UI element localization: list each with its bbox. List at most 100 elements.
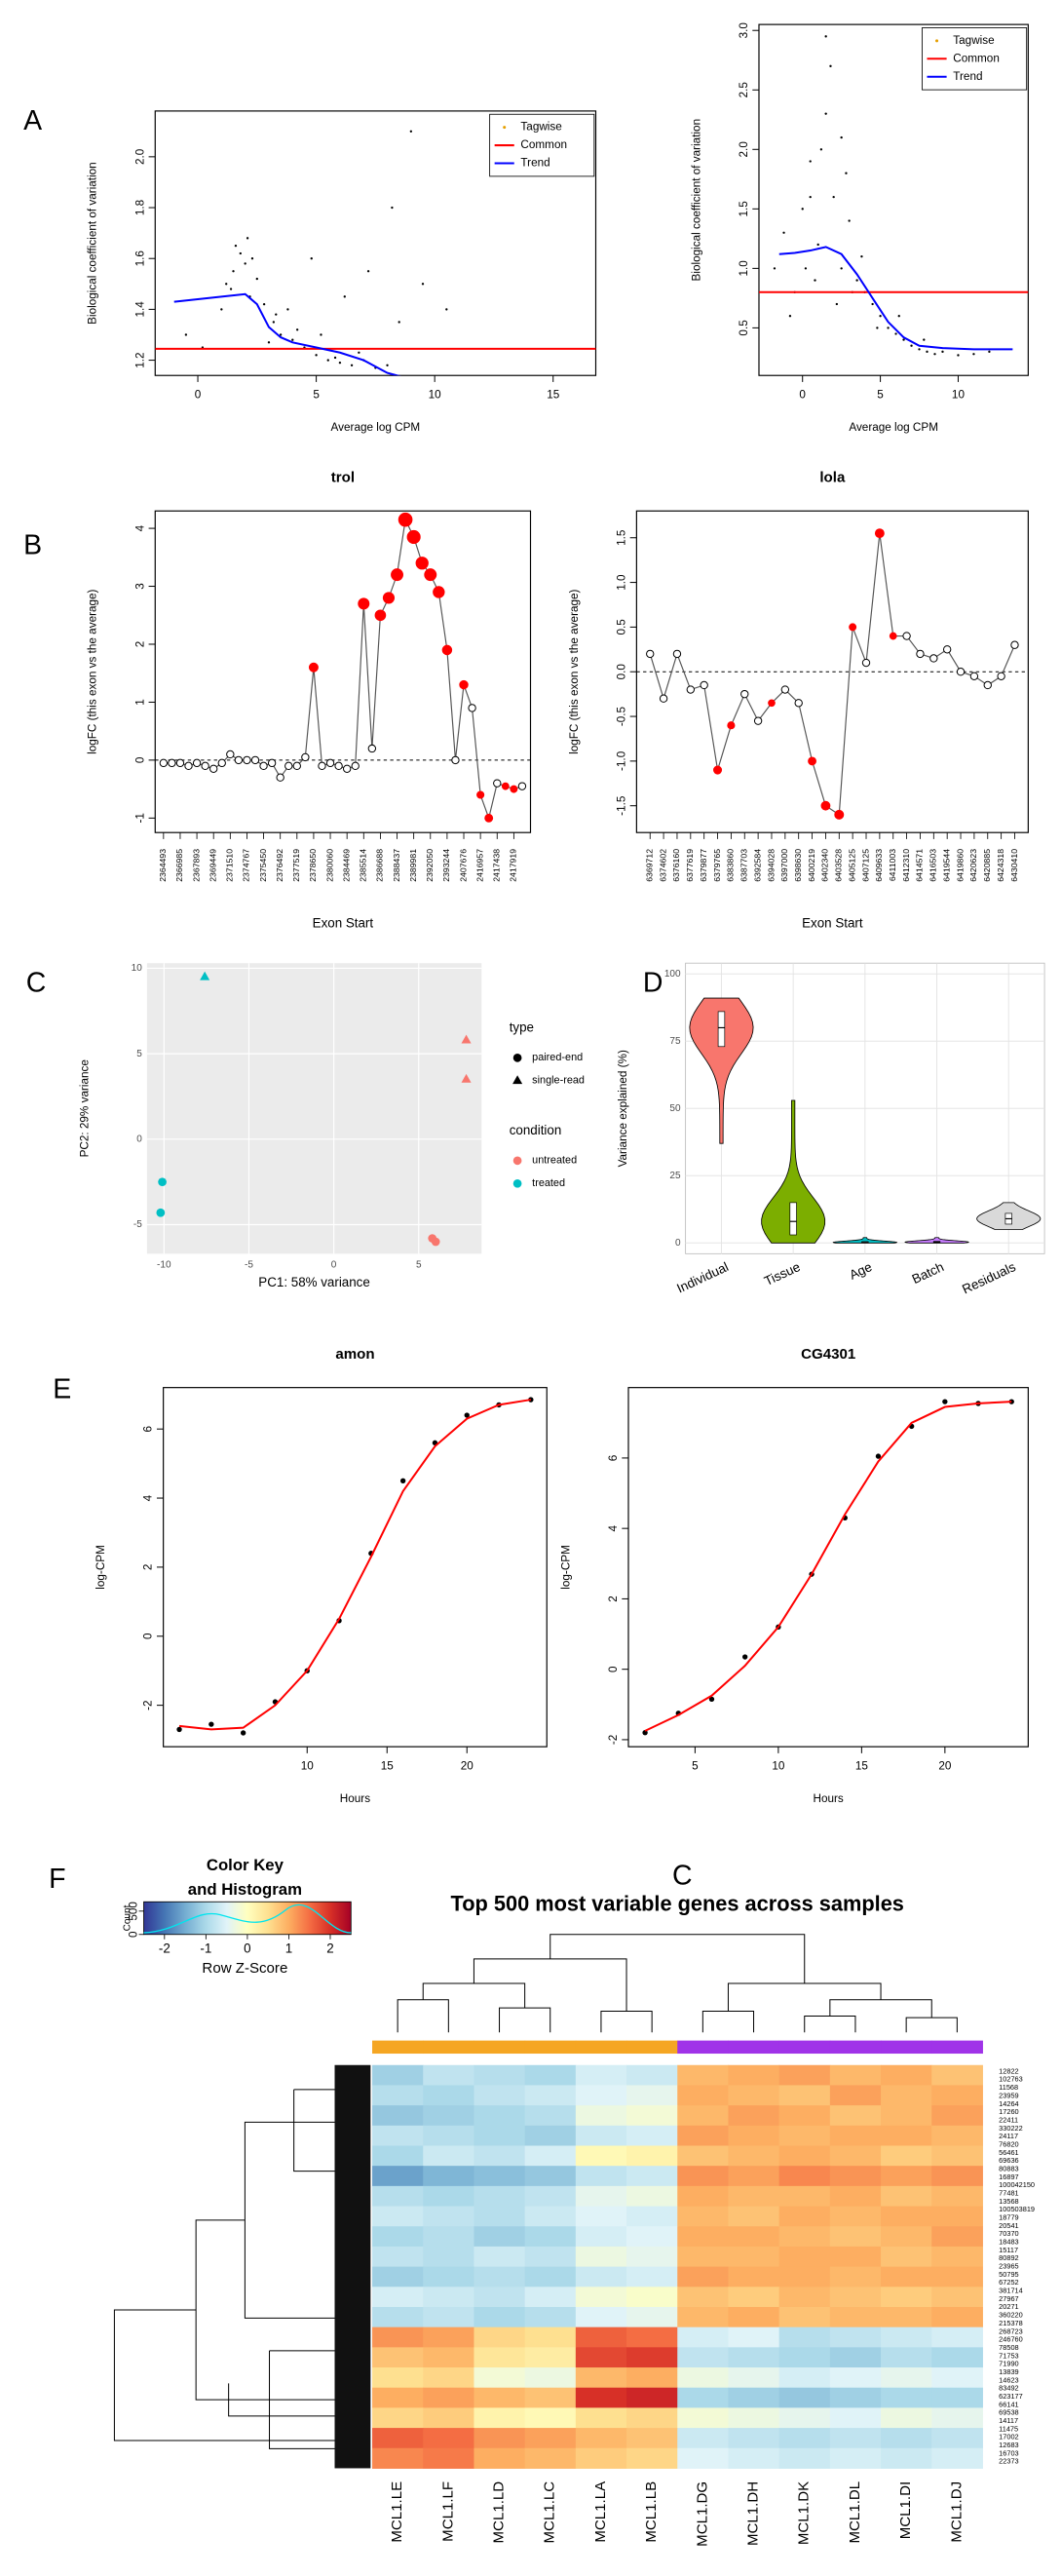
exon-point	[484, 813, 494, 823]
point	[879, 315, 882, 318]
point	[840, 267, 843, 270]
legend-label: Trend	[953, 70, 982, 83]
row-label: 12822	[999, 2066, 1018, 2075]
x-tick-label: 6411003	[888, 849, 897, 881]
heatmap-cell	[931, 2064, 983, 2086]
chart-title: Top 500 most variable genes across sampl…	[451, 1891, 904, 1915]
y-axis-label: PC2: 29% variance	[78, 1059, 91, 1157]
exon-point	[358, 597, 370, 610]
x-tick-label: 6387703	[739, 849, 749, 882]
heatmap-cell	[881, 2287, 932, 2308]
y-tick-label: 0.5	[615, 619, 627, 635]
heatmap-cell	[474, 2407, 526, 2429]
heatmap-cell	[829, 2125, 882, 2146]
point	[832, 195, 835, 199]
heatmap-cell	[423, 2246, 474, 2268]
row-label: 80892	[999, 2253, 1018, 2262]
x-tick-label: 5	[416, 1260, 422, 1271]
plot-area	[176, 1397, 534, 1736]
heatmap-cell	[829, 2287, 882, 2308]
exon-point	[459, 679, 469, 690]
exon-point	[861, 658, 871, 668]
x-tick-label: 0	[331, 1260, 337, 1271]
point	[409, 130, 413, 133]
point	[824, 112, 827, 115]
y-tick-label: 4	[142, 1494, 155, 1501]
y-tick-label: 0	[136, 1134, 142, 1144]
x-tick-label: 6419860	[955, 849, 965, 882]
point	[208, 1721, 214, 1727]
exon-point	[175, 758, 185, 768]
heatmap-cell	[728, 2206, 780, 2227]
heatmap-cell	[474, 2266, 526, 2288]
point	[156, 1208, 166, 1217]
y-tick-label: 1.4	[133, 301, 146, 318]
heatmap-cell	[474, 2326, 526, 2348]
row-label: 83492	[999, 2384, 1018, 2393]
violin	[689, 997, 754, 1144]
heatmap-cell	[931, 2326, 983, 2348]
heatmap-cell	[626, 2105, 678, 2127]
y-tick-label: 100	[664, 969, 681, 980]
y-tick-label: 2.0	[133, 148, 146, 165]
x-tick-label: 2369449	[208, 849, 217, 882]
chart-title: amon	[335, 1346, 374, 1363]
heatmap-cell	[728, 2166, 780, 2187]
heatmap-cell	[728, 2447, 780, 2469]
heatmap-cell	[474, 2185, 526, 2208]
point	[860, 254, 863, 258]
heatmap-cell	[626, 2145, 678, 2167]
point	[897, 315, 900, 318]
point	[1008, 1399, 1014, 1404]
heatmap-cell	[524, 2428, 577, 2449]
plot-bg	[146, 963, 482, 1254]
heatmap-cell	[931, 2347, 983, 2368]
heatmap-cell	[677, 2145, 729, 2167]
legend-label: Tagwise	[953, 34, 994, 47]
x-tick-label: 6420623	[968, 849, 978, 882]
point	[343, 295, 346, 298]
plot-area	[155, 130, 596, 376]
point	[225, 283, 228, 286]
y-tick-label: -5	[133, 1219, 142, 1230]
column-side-color	[881, 2040, 932, 2055]
legend-swatch	[503, 126, 507, 130]
column-label: MCL1.LB	[643, 2481, 660, 2543]
point	[275, 313, 278, 316]
key-tick-label: 1	[285, 1941, 292, 1955]
y-tick-label: 3	[133, 583, 146, 590]
heatmap-cell	[372, 2407, 424, 2429]
x-tick-label: 6383860	[726, 849, 736, 882]
x-tick-label: Batch	[910, 1259, 946, 1287]
heatmap-cell	[575, 2085, 627, 2106]
row-label: 16703	[999, 2448, 1018, 2457]
y-tick-label: 6	[607, 1455, 620, 1462]
x-tick-label: 6407125	[860, 849, 870, 882]
exon-point	[451, 755, 460, 765]
legend-label: paired-end	[532, 1052, 583, 1063]
heatmap-cell	[474, 2145, 526, 2167]
heatmap-cell	[778, 2105, 831, 2127]
point	[941, 350, 944, 353]
x-tick-label: 15	[381, 1759, 395, 1772]
point	[232, 270, 235, 273]
heatmap-cell	[829, 2387, 882, 2408]
x-tick-label: 2416957	[474, 849, 484, 882]
y-tick-label: 3.0	[738, 22, 750, 39]
heatmap-cell	[474, 2287, 526, 2308]
point	[267, 341, 271, 344]
row-label: 100503819	[999, 2205, 1035, 2213]
exon-point	[433, 586, 445, 598]
exon-point	[834, 809, 845, 820]
y-axis-label: logFC (this exon vs the average)	[568, 589, 581, 753]
exon-point	[997, 672, 1005, 680]
heatmap-cell	[575, 2287, 627, 2308]
violin	[904, 1237, 969, 1244]
heatmap-cell	[423, 2125, 474, 2146]
legend-swatch	[512, 1156, 522, 1166]
heatmap-cell	[728, 2347, 780, 2368]
column-label: MCL1.DK	[796, 2481, 813, 2545]
heatmap-cell	[931, 2287, 983, 2308]
heatmap-cell	[778, 2064, 831, 2086]
heatmap-cell	[677, 2246, 729, 2268]
